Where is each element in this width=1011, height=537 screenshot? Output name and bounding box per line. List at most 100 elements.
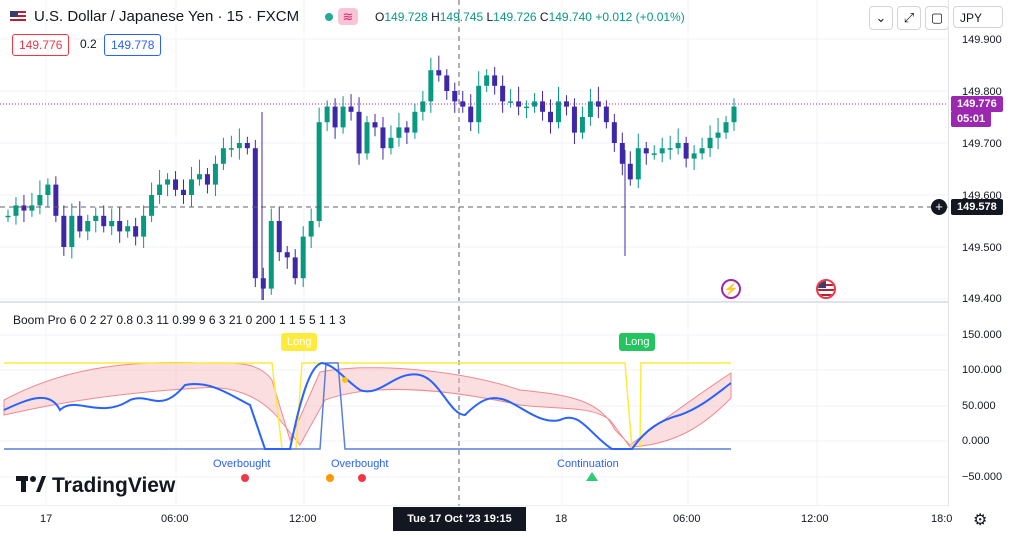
chart-canvas[interactable] <box>0 0 948 506</box>
candle-body <box>69 215 75 247</box>
buy-price-button[interactable]: 149.778 <box>104 34 162 56</box>
candle-body <box>476 85 482 123</box>
candle-body <box>468 106 474 123</box>
symbol-title[interactable]: U.S. Dollar / Japanese Yen · 15 · FXCM <box>34 8 300 25</box>
price-axis[interactable] <box>948 0 1011 506</box>
gear-icon[interactable]: ⚙ <box>973 512 988 529</box>
candle-body <box>149 195 155 216</box>
candle-body <box>691 153 697 159</box>
candle-body <box>723 122 729 133</box>
time-tick: 12:00 <box>289 513 317 525</box>
signal-dot <box>342 377 348 383</box>
candle-body <box>524 106 530 109</box>
price-tick: 149.700 <box>962 138 1002 150</box>
candle-body <box>5 215 11 218</box>
continuation-triangle <box>586 472 598 481</box>
candle-body <box>571 106 577 133</box>
lightning-icon[interactable]: ⚡ <box>721 279 741 299</box>
price-tick: 149.500 <box>962 242 1002 254</box>
sell-price-button[interactable]: 149.776 <box>12 34 70 56</box>
candle-body <box>133 226 139 237</box>
tradingview-logo[interactable]: TradingView <box>16 474 175 498</box>
candle-body <box>13 205 19 216</box>
candle-body <box>675 143 681 149</box>
time-tick: 17 <box>40 513 53 525</box>
candle-body <box>372 122 378 128</box>
overbought-dot <box>358 474 366 482</box>
candle-body <box>109 221 115 227</box>
price-tick: 149.400 <box>962 293 1002 305</box>
candle-body <box>220 148 226 164</box>
candle-body <box>252 148 258 279</box>
candle-body <box>244 143 250 149</box>
candle-body <box>587 101 593 117</box>
low-value: 149.726 <box>493 10 537 24</box>
candle-body <box>508 101 514 103</box>
candlestick-series <box>5 55 737 301</box>
candle-body <box>188 179 194 195</box>
currency-select[interactable]: JPY <box>953 6 1003 28</box>
add-alert-icon[interactable]: + <box>931 199 947 215</box>
candle-body <box>715 132 721 138</box>
candle-body <box>21 205 27 211</box>
signal-label: Overbought <box>331 458 389 470</box>
candle-body <box>53 184 59 216</box>
chevron-down-icon[interactable]: ⌄ <box>869 6 893 30</box>
candle-body <box>619 143 625 164</box>
candle-body <box>436 70 442 76</box>
camera-icon[interactable]: ▢ <box>925 6 949 30</box>
spread-value: 0.2 <box>80 37 97 51</box>
us-jp-flag-icon <box>10 10 26 22</box>
overbought-dot <box>326 474 334 482</box>
current-price-label: 149.776 <box>951 96 1003 112</box>
candle-body <box>332 106 338 128</box>
candle-body <box>699 148 705 154</box>
indicator-tick: 150.000 <box>962 329 1002 341</box>
open-value: 149.728 <box>384 10 428 24</box>
fast-line <box>3 361 732 450</box>
data-source-icon[interactable]: ≋ <box>338 8 358 25</box>
price-tick: 149.800 <box>962 86 1002 98</box>
crosshair-time-label: Tue 17 Oct '23 19:15 <box>393 507 526 531</box>
candle-body <box>45 184 51 195</box>
signal-label: Continuation <box>557 458 619 470</box>
candle-body <box>516 101 522 107</box>
time-tick: 18:0 <box>931 513 953 525</box>
candle-body <box>555 101 561 123</box>
candle-body <box>117 221 123 232</box>
gate-line <box>4 362 731 450</box>
candle-body <box>260 278 266 289</box>
candle-body <box>627 163 633 180</box>
candle-body <box>643 148 649 154</box>
candle-body <box>85 221 91 232</box>
candle-body <box>316 122 322 221</box>
candle-body <box>173 179 179 190</box>
candle-body <box>101 215 107 227</box>
candle-body <box>428 70 434 102</box>
candle-body <box>157 184 163 195</box>
candle-body <box>300 236 306 279</box>
candle-body <box>284 252 290 258</box>
candle-body <box>667 148 673 150</box>
candle-body <box>308 221 314 237</box>
expand-icon[interactable]: ⤢ <box>897 6 921 30</box>
long-signal-tag: Long <box>619 333 656 351</box>
candle-body <box>492 75 498 86</box>
signal-label: Overbought <box>213 458 271 470</box>
indicator-title[interactable]: Boom Pro 6 0 2 27 0.8 0.3 11 0.99 9 6 3 … <box>13 313 346 327</box>
bar-countdown-label: 05:01 <box>951 111 992 127</box>
candle-body <box>659 148 665 154</box>
us-flag-icon[interactable] <box>816 279 836 299</box>
indicator-tick: 50.000 <box>962 400 996 412</box>
candle-body <box>380 127 386 149</box>
market-open-icon[interactable] <box>325 13 333 21</box>
price-tick: 149.900 <box>962 34 1002 46</box>
candle-body <box>651 153 657 155</box>
candle-body <box>228 148 234 150</box>
candle-body <box>707 137 713 149</box>
candle-body <box>540 101 546 112</box>
candle-body <box>500 85 506 102</box>
candle-body <box>29 205 35 211</box>
ohlc-legend: O149.728 H149.745 L149.726 C149.740 +0.0… <box>375 10 685 24</box>
candle-body <box>165 179 171 185</box>
